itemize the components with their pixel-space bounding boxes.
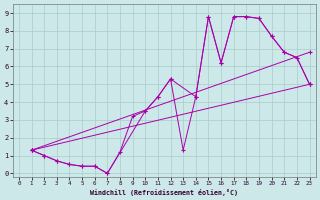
X-axis label: Windchill (Refroidissement éolien,°C): Windchill (Refroidissement éolien,°C) <box>90 189 238 196</box>
